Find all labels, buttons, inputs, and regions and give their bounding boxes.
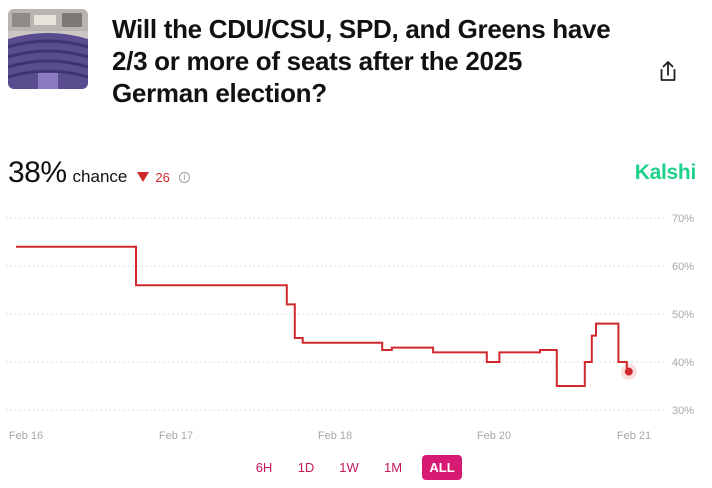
down-triangle-icon xyxy=(137,172,150,182)
last-point-marker xyxy=(624,367,633,376)
y-tick-label: 70% xyxy=(672,213,694,225)
x-tick-label: Feb 21 xyxy=(617,430,651,442)
range-1w[interactable]: 1W xyxy=(339,460,359,475)
x-tick-label: Feb 18 xyxy=(318,430,352,442)
range-all[interactable]: ALL xyxy=(422,455,462,480)
chance-label: chance xyxy=(72,167,128,186)
y-tick-label: 50% xyxy=(672,309,694,321)
share-button[interactable] xyxy=(654,58,682,86)
probability-chart: 70% 60% 50% 40% 30% Feb 16 Feb 17 Feb 18 Feb 20 F… xyxy=(6,213,694,442)
y-tick-label: 30% xyxy=(672,405,694,417)
x-tick-label: Feb 17 xyxy=(159,430,193,442)
probability-change: 26 xyxy=(137,169,170,185)
market-thumbnail xyxy=(8,9,88,89)
range-6h[interactable]: 6H xyxy=(255,460,273,475)
brand-logo: Kalshi xyxy=(634,161,697,184)
share-icon xyxy=(660,61,676,81)
parliament-photo xyxy=(8,9,88,89)
probability-change-value: 26 xyxy=(155,169,170,185)
range-1m[interactable]: 1M xyxy=(383,460,403,475)
probability-summary: 38% chance 26 i xyxy=(8,156,190,192)
series-line xyxy=(16,245,628,387)
x-tick-label: Feb 20 xyxy=(477,430,511,442)
market-title: Will the CDU/CSU, SPD, and Greens have 2… xyxy=(112,14,611,108)
x-tick-label: Feb 16 xyxy=(9,430,43,442)
info-icon[interactable]: i xyxy=(178,172,190,183)
time-range-selector: 6H 1D 1W 1M ALL xyxy=(0,455,712,480)
y-tick-label: 60% xyxy=(672,261,694,273)
y-tick-label: 40% xyxy=(672,357,694,369)
range-1d[interactable]: 1D xyxy=(297,460,315,475)
probability-value: 38% xyxy=(8,156,67,189)
